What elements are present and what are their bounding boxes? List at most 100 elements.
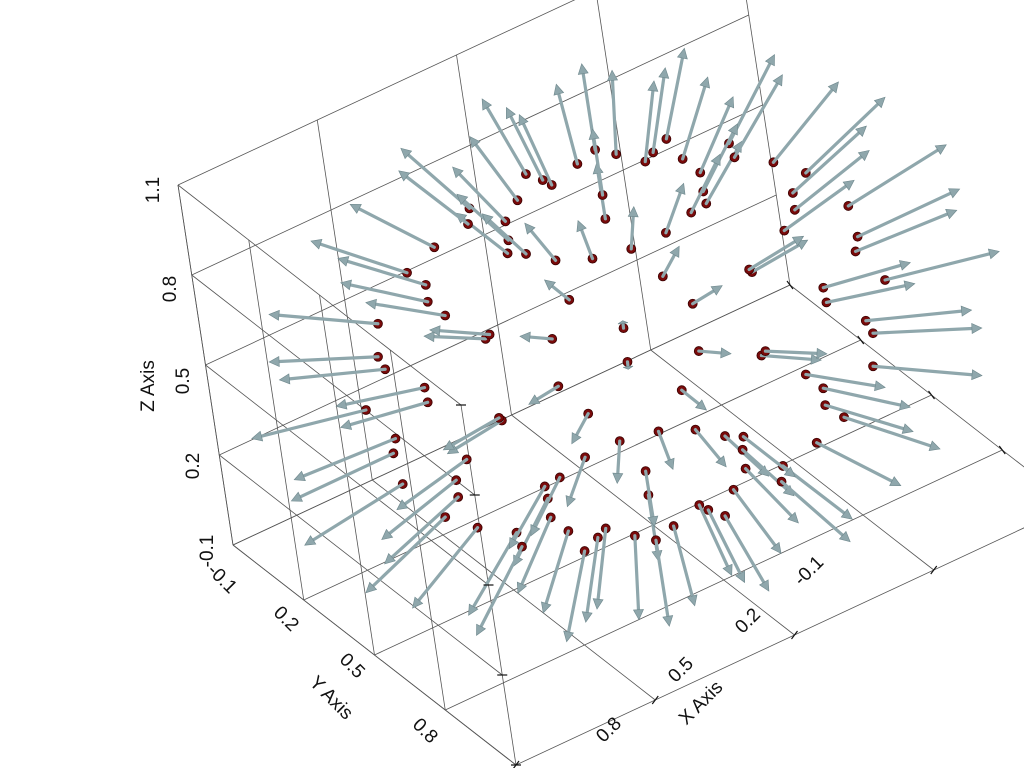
arrow-shaft <box>374 302 447 318</box>
tick-mark <box>786 280 794 290</box>
arrow-head <box>669 245 680 258</box>
vector-glyph <box>868 361 983 381</box>
arrow-head <box>783 466 796 478</box>
grid-line <box>515 527 1024 766</box>
grid-line <box>445 449 1003 711</box>
arrow-shaft <box>821 263 903 290</box>
arrow-head <box>576 219 587 233</box>
arrow-shaft <box>387 478 458 536</box>
vector-glyph <box>661 47 688 144</box>
arrow-shaft <box>569 455 587 499</box>
arrow-shaft <box>644 469 655 519</box>
arrow-head <box>612 472 624 485</box>
arrow-shaft <box>793 154 864 212</box>
arrow-shaft <box>723 514 766 585</box>
x-tick-label: -0.1 <box>790 552 828 590</box>
arrow-head <box>337 256 350 267</box>
arrow-shaft <box>633 534 641 612</box>
arrow-shaft <box>529 229 558 262</box>
grid-line <box>596 0 652 351</box>
arrow-shaft <box>691 289 716 306</box>
arrow-shaft <box>697 503 730 568</box>
vector-glyph <box>811 437 902 487</box>
arrow-shaft <box>371 515 447 588</box>
vector-glyph <box>543 279 575 305</box>
arrow-head <box>898 260 911 271</box>
arrow-shaft <box>621 321 626 330</box>
vector-glyph <box>760 346 828 359</box>
arrow-head <box>563 630 575 643</box>
vector-glyph <box>787 125 867 198</box>
arrow-shaft <box>643 89 655 164</box>
arrow-shaft <box>318 242 409 275</box>
arrow-head <box>945 209 958 220</box>
arrow-shaft <box>479 545 524 629</box>
arrow-shaft <box>693 428 722 461</box>
arrow-shaft <box>348 283 430 304</box>
arrow-head <box>873 96 886 109</box>
arrow-head <box>506 106 516 120</box>
tick-mark <box>651 695 659 705</box>
arrow-shaft <box>557 92 579 166</box>
arrow-head <box>268 309 280 321</box>
y-axis-title: Y Axis <box>305 672 357 724</box>
arrow-shaft <box>301 436 398 478</box>
vector-glyph <box>738 431 796 478</box>
vector-glyph <box>744 235 805 275</box>
vector-glyph <box>588 128 608 200</box>
arrow-shaft <box>782 184 848 233</box>
arrow-shaft <box>697 349 723 355</box>
grid-line <box>191 274 475 496</box>
arrow-head <box>293 470 306 481</box>
arrow-head <box>658 67 670 79</box>
z-axis-title: Z Axis <box>138 360 159 412</box>
arrow-head <box>676 47 688 60</box>
vector-glyph <box>481 213 531 259</box>
arrow-shaft <box>651 76 666 155</box>
arrow-head <box>278 373 291 385</box>
vector-glyph <box>693 346 732 359</box>
arrow-shaft <box>629 215 635 251</box>
vector-glyph <box>304 479 408 546</box>
arrow-shaft <box>509 114 545 182</box>
arrow-head <box>335 398 348 410</box>
vector-glyph <box>640 80 659 167</box>
arrow-head <box>622 365 634 370</box>
vector-glyph <box>821 280 916 308</box>
vector-glyph <box>686 153 721 218</box>
vector-glyph <box>508 481 550 550</box>
vector-glyph <box>251 405 371 442</box>
vector-glyph <box>268 351 383 367</box>
arrow-head <box>727 123 738 136</box>
vector-glyph <box>776 476 851 543</box>
arrow-head <box>412 596 424 609</box>
arrow-head <box>695 399 708 411</box>
vector-glyph <box>365 298 451 321</box>
arrow-head <box>516 581 528 594</box>
x-tick-label: 0.8 <box>592 713 626 747</box>
grid-lines <box>177 0 1024 766</box>
arrow-head <box>787 511 799 524</box>
arrow-shaft <box>311 482 405 542</box>
arrow-shaft <box>585 535 600 614</box>
arrow-shaft <box>680 388 701 406</box>
vector-glyph <box>481 98 531 180</box>
arrow-shaft <box>747 239 797 272</box>
arrow-head <box>565 495 576 508</box>
arrow-shaft <box>259 408 368 438</box>
y-tick-label: 0.2 <box>269 602 303 636</box>
x-axis-title: X Axis <box>675 677 727 729</box>
arrow-shaft <box>579 228 595 261</box>
tick-mark <box>998 445 1006 455</box>
arrow-head <box>735 570 745 584</box>
vector-glyph <box>617 320 629 334</box>
arrow-head <box>268 356 280 367</box>
vector-glyph <box>860 305 973 326</box>
arrow-shaft <box>390 495 460 559</box>
x-tick-label: 0.5 <box>664 653 698 687</box>
vector-glyph <box>506 106 548 186</box>
arrow-head <box>481 213 494 225</box>
arrow-head <box>384 552 396 565</box>
vector-glyph <box>690 424 727 468</box>
